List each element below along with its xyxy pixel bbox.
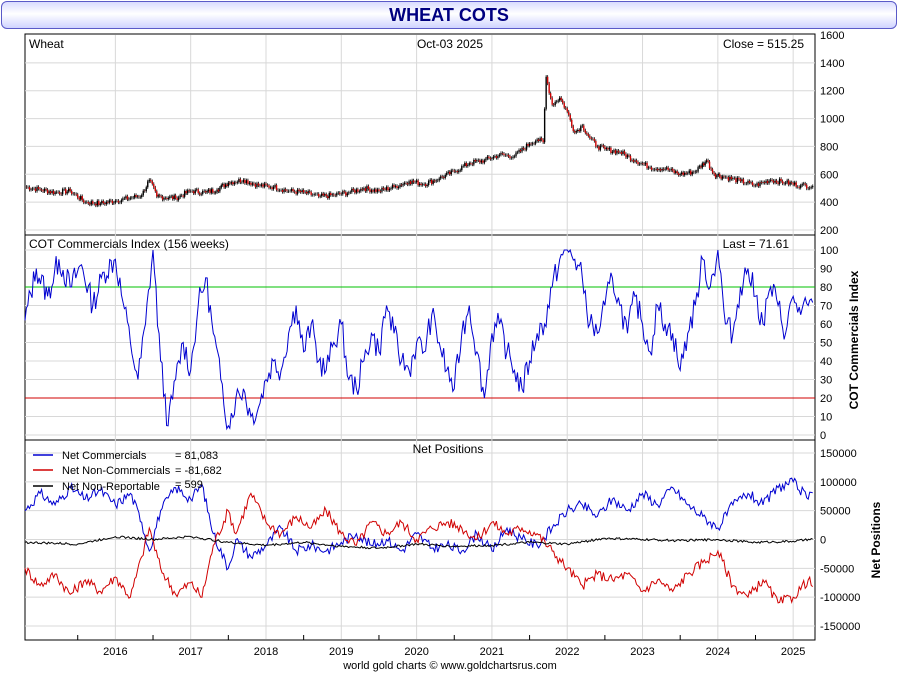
legend-value-nonreportable: = 599 [175, 479, 203, 491]
y-tick-label: 0 [820, 535, 826, 547]
x-tick-label: 2020 [404, 646, 428, 658]
footer-credit: world gold charts © www.goldchartsrus.co… [342, 660, 557, 672]
y-tick-label: 70 [820, 301, 832, 313]
legend-label-commercials: Net Commercials [62, 450, 147, 462]
legend-value-noncommercials: = -81,682 [175, 465, 222, 477]
y-tick-label: -50000 [820, 563, 854, 575]
x-axis-ticks: 2016 2017 2018 2019 2020 2021 2022 2023 2024 2025 [77, 635, 805, 658]
cot-y-axis-label: COT Commercials Index [847, 270, 861, 409]
y-tick-label: 1200 [820, 86, 844, 98]
y-tick-label: 30 [820, 375, 832, 387]
y-tick-label: 1400 [820, 58, 844, 70]
y-tick-label: 90 [820, 264, 832, 276]
net-y-axis-label: Net Positions [869, 501, 883, 578]
chart-title: WHEAT COTS [389, 5, 509, 25]
data-series [24, 75, 814, 605]
chart-frame [24, 33, 816, 641]
y-tick-label: 80 [820, 282, 832, 294]
net-series-line-1 [24, 492, 814, 605]
net-panel-label: Net Positions [413, 442, 484, 456]
y-tick-label: 1600 [820, 30, 844, 42]
cot-index-line [24, 248, 814, 431]
y-tick-label: 50 [820, 338, 832, 350]
net-series-line-0 [24, 477, 813, 571]
y-tick-label: 800 [820, 141, 838, 153]
y-tick-label: 100 [820, 245, 838, 257]
y-tick-label: -100000 [820, 592, 860, 604]
y-tick-label: 40 [820, 356, 832, 368]
cot-panel-label: COT Commercials Index (156 weeks) [29, 237, 229, 251]
y-tick-label: 100000 [820, 477, 857, 489]
y-tick-label: 600 [820, 169, 838, 181]
legend-label-noncommercials: Net Non-Commercials [62, 465, 171, 477]
price-date-label: Oct-03 2025 [417, 37, 483, 51]
y-tick-label: 0 [820, 430, 826, 442]
y-tick-label: 20 [820, 393, 832, 405]
legend-label-nonreportable: Net Non-Reportable [62, 481, 160, 493]
x-tick-label: 2016 [103, 646, 127, 658]
legend-value-commercials: = 81,083 [175, 450, 218, 462]
x-tick-label: 2024 [706, 646, 730, 658]
net-series-line-2 [24, 535, 813, 550]
cot-last-label: Last = 71.61 [723, 237, 790, 251]
price-panel-label: Wheat [29, 37, 64, 51]
x-tick-label: 2022 [555, 646, 579, 658]
y-tick-label: 150000 [820, 448, 857, 460]
y-tick-label: 400 [820, 197, 838, 209]
y-tick-label: 60 [820, 319, 832, 331]
y-tick-label: 1000 [820, 114, 844, 126]
reference-lines [25, 286, 815, 399]
x-tick-label: 2021 [480, 646, 504, 658]
x-tick-label: 2023 [630, 646, 654, 658]
x-tick-label: 2019 [329, 646, 353, 658]
y-axis-ticks: 1600140012001000800600400200100908070605… [820, 30, 860, 633]
y-tick-label: 50000 [820, 506, 851, 518]
x-tick-label: 2018 [254, 646, 278, 658]
title-bar: WHEAT COTS [1, 1, 897, 29]
x-tick-label: 2017 [178, 646, 202, 658]
y-tick-label: 200 [820, 225, 838, 237]
y-tick-label: 10 [820, 412, 832, 424]
x-tick-label: 2025 [781, 646, 805, 658]
legend: Net Commercials = 81,083 Net Non-Commerc… [33, 450, 222, 493]
price-close-label: Close = 515.25 [723, 37, 804, 51]
y-tick-label: -150000 [820, 621, 860, 633]
